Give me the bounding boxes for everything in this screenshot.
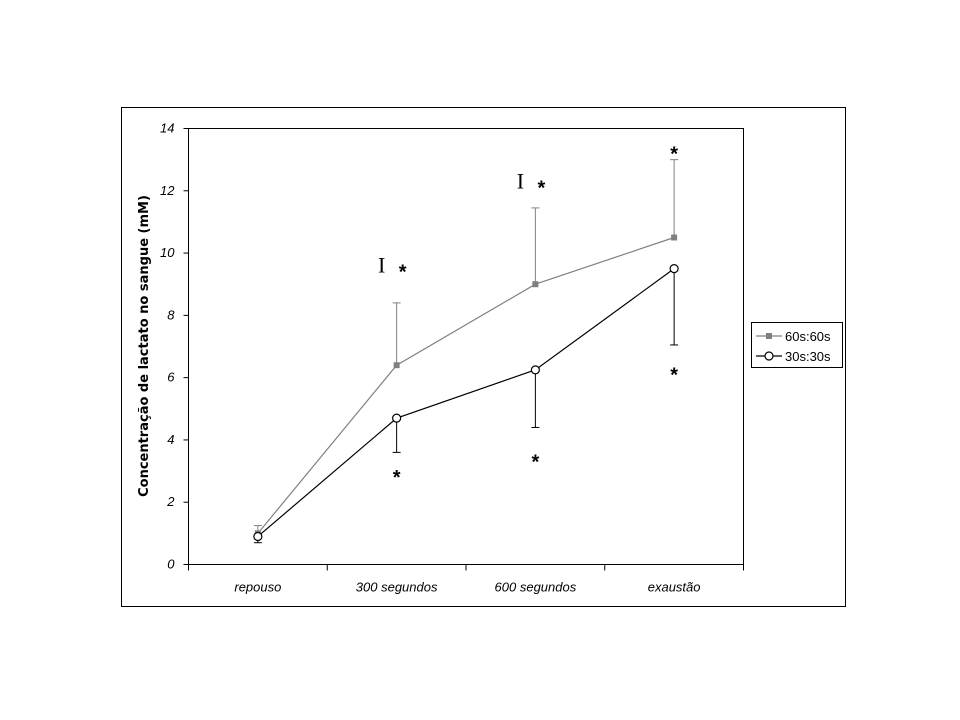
x-tick-label: exaustão xyxy=(648,580,701,595)
annotation-mark: I xyxy=(378,253,385,278)
series-line xyxy=(257,236,675,534)
legend-box xyxy=(751,322,843,368)
y-tick-label: 14 xyxy=(160,121,174,136)
legend-item-1: 30s:30s xyxy=(756,349,831,364)
annotations: * I * I * * * * xyxy=(378,143,678,489)
series-layer xyxy=(253,159,679,544)
data-point xyxy=(392,413,402,423)
legend-marker xyxy=(764,351,774,361)
data-point xyxy=(253,531,263,542)
data-point xyxy=(532,281,539,288)
annotation-mark: * xyxy=(670,143,678,165)
annotation-mark: * xyxy=(399,262,407,284)
plot-area xyxy=(188,128,744,565)
y-tick-label: 0 xyxy=(167,557,175,572)
y-tick-label: 10 xyxy=(160,245,175,260)
series-line xyxy=(257,268,675,537)
y-tick-label: 2 xyxy=(166,494,175,509)
annotation-mark: I xyxy=(517,168,524,193)
annotation-mark: * xyxy=(670,364,678,386)
annotation-mark: * xyxy=(393,467,401,489)
y-axis-label: Concentração de lactato no sangue (mM) xyxy=(137,195,152,497)
data-point xyxy=(671,234,678,241)
x-tick-label: repouso xyxy=(234,580,281,595)
annotation-mark: * xyxy=(537,178,545,200)
legend-label: 60s:60s xyxy=(785,329,831,344)
legend-item-0: 60s:60s xyxy=(756,329,831,344)
series-0 xyxy=(253,159,679,537)
y-tick-label: 8 xyxy=(167,307,175,322)
series-1 xyxy=(253,264,679,544)
annotation-mark: * xyxy=(531,452,539,474)
x-axis: repouso 300 segundos 600 segundos exaustão xyxy=(188,564,744,595)
y-axis: 0 2 4 6 8 10 12 14 xyxy=(160,121,189,572)
data-point xyxy=(669,264,679,274)
x-tick-label: 600 segundos xyxy=(495,580,577,595)
data-point xyxy=(393,362,400,369)
legend-marker xyxy=(766,333,772,339)
y-tick-label: 6 xyxy=(167,370,175,385)
x-tick-label: 300 segundos xyxy=(356,580,438,595)
legend-label: 30s:30s xyxy=(785,349,831,364)
data-point xyxy=(530,365,540,375)
legend: 60s:60s 30s:30s xyxy=(751,322,843,368)
y-tick-label: 12 xyxy=(160,183,175,198)
y-tick-label: 4 xyxy=(167,432,174,447)
